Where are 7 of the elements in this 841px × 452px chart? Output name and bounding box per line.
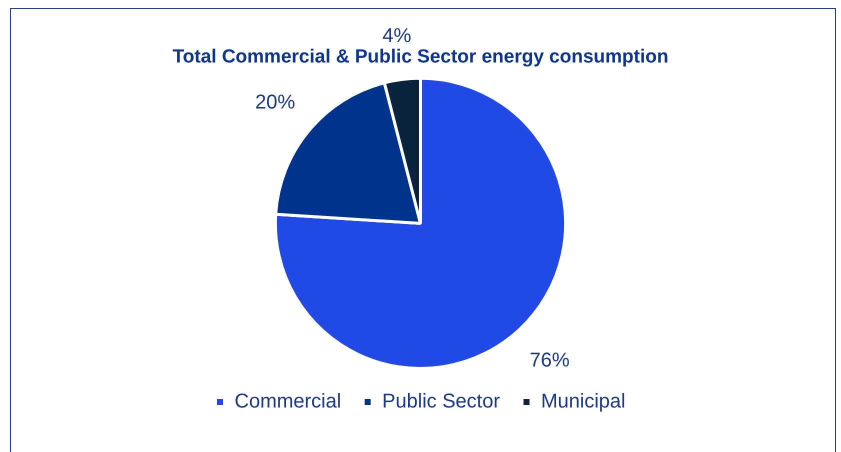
text: Total Commercial & Public Sector energy consumption (172, 46, 668, 68)
data-label: 76% (530, 349, 570, 372)
data-label: 20% (255, 92, 296, 114)
data-label: 4% (382, 24, 412, 47)
legend-label: Commercial (234, 390, 342, 413)
legend-label: Municipal (541, 390, 626, 413)
legend-label: Public Sector (382, 390, 500, 413)
